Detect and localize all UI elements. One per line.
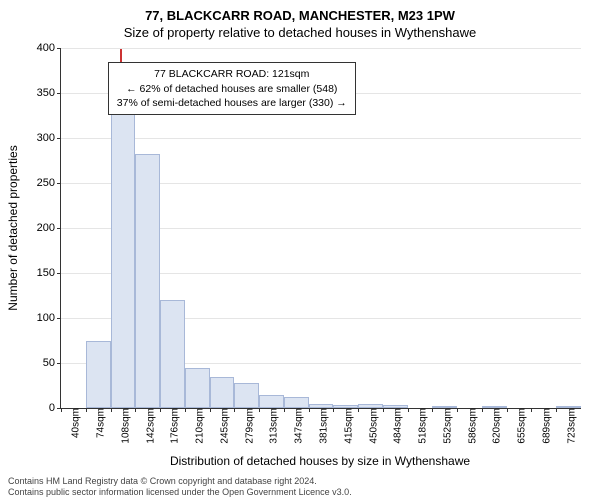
x-tick-mark xyxy=(556,408,557,412)
x-tick-mark xyxy=(358,408,359,412)
histogram-bar xyxy=(135,154,160,408)
x-tick-mark xyxy=(210,408,211,412)
x-tick-mark xyxy=(432,408,433,412)
x-tick-label: 74sqm xyxy=(90,408,107,438)
histogram-bar xyxy=(234,383,259,408)
histogram-bar xyxy=(160,300,185,408)
x-tick-mark xyxy=(309,408,310,412)
x-tick-label: 245sqm xyxy=(213,408,230,444)
x-tick-label: 279sqm xyxy=(238,408,255,444)
x-tick-mark xyxy=(408,408,409,412)
x-tick-mark xyxy=(234,408,235,412)
histogram-bar xyxy=(111,93,136,408)
histogram-bar xyxy=(185,368,210,409)
x-tick-label: 313sqm xyxy=(263,408,280,444)
x-tick-mark xyxy=(284,408,285,412)
chart-title-main: 77, BLACKCARR ROAD, MANCHESTER, M23 1PW xyxy=(0,0,600,23)
histogram-bar xyxy=(86,341,111,408)
x-tick-mark xyxy=(531,408,532,412)
x-tick-label: 415sqm xyxy=(337,408,354,444)
footer-line1: Contains HM Land Registry data © Crown c… xyxy=(8,476,592,487)
x-tick-label: 176sqm xyxy=(164,408,181,444)
y-tick-label: 350 xyxy=(25,87,61,99)
chart-container: 77, BLACKCARR ROAD, MANCHESTER, M23 1PW … xyxy=(0,0,600,500)
annotation-box: 77 BLACKCARR ROAD: 121sqm← 62% of detach… xyxy=(108,62,356,115)
footer-text: Contains HM Land Registry data © Crown c… xyxy=(8,476,592,498)
y-tick-label: 0 xyxy=(25,402,61,414)
x-tick-mark xyxy=(160,408,161,412)
x-tick-label: 620sqm xyxy=(486,408,503,444)
x-tick-mark xyxy=(333,408,334,412)
y-tick-label: 300 xyxy=(25,132,61,144)
gridline-h xyxy=(61,48,581,49)
footer-line2: Contains public sector information licen… xyxy=(8,487,592,498)
annotation-line: ← 62% of detached houses are smaller (54… xyxy=(117,82,347,96)
gridline-h xyxy=(61,138,581,139)
x-tick-label: 723sqm xyxy=(560,408,577,444)
plot-area: 77 BLACKCARR ROAD: 121sqm← 62% of detach… xyxy=(60,48,581,409)
x-tick-mark xyxy=(383,408,384,412)
x-tick-mark xyxy=(507,408,508,412)
y-tick-label: 200 xyxy=(25,222,61,234)
annotation-line: 77 BLACKCARR ROAD: 121sqm xyxy=(117,67,347,81)
x-tick-label: 689sqm xyxy=(535,408,552,444)
histogram-bar xyxy=(284,397,309,408)
chart-title-sub: Size of property relative to detached ho… xyxy=(0,23,600,44)
x-tick-label: 450sqm xyxy=(362,408,379,444)
x-tick-label: 552sqm xyxy=(436,408,453,444)
x-tick-label: 518sqm xyxy=(412,408,429,444)
y-axis-label: Number of detached properties xyxy=(6,145,20,310)
x-tick-mark xyxy=(135,408,136,412)
x-tick-mark xyxy=(457,408,458,412)
x-tick-mark xyxy=(482,408,483,412)
x-axis-label: Distribution of detached houses by size … xyxy=(60,454,580,468)
x-tick-label: 655sqm xyxy=(511,408,528,444)
y-tick-label: 50 xyxy=(25,357,61,369)
histogram-bar xyxy=(210,377,235,409)
y-axis-label-container: Number of detached properties xyxy=(6,48,20,408)
x-tick-label: 484sqm xyxy=(387,408,404,444)
y-tick-label: 150 xyxy=(25,267,61,279)
x-tick-label: 586sqm xyxy=(461,408,478,444)
x-tick-label: 347sqm xyxy=(288,408,305,444)
histogram-bar xyxy=(259,395,284,409)
x-tick-label: 381sqm xyxy=(313,408,330,444)
x-tick-mark xyxy=(259,408,260,412)
x-tick-label: 108sqm xyxy=(114,408,131,444)
x-tick-mark xyxy=(61,408,62,412)
y-tick-label: 250 xyxy=(25,177,61,189)
x-tick-label: 142sqm xyxy=(139,408,156,444)
x-tick-mark xyxy=(86,408,87,412)
x-tick-mark xyxy=(111,408,112,412)
x-tick-label: 40sqm xyxy=(65,408,82,438)
y-tick-label: 400 xyxy=(25,42,61,54)
y-tick-label: 100 xyxy=(25,312,61,324)
x-tick-mark xyxy=(185,408,186,412)
annotation-line: 37% of semi-detached houses are larger (… xyxy=(117,96,347,110)
x-tick-label: 210sqm xyxy=(189,408,206,444)
